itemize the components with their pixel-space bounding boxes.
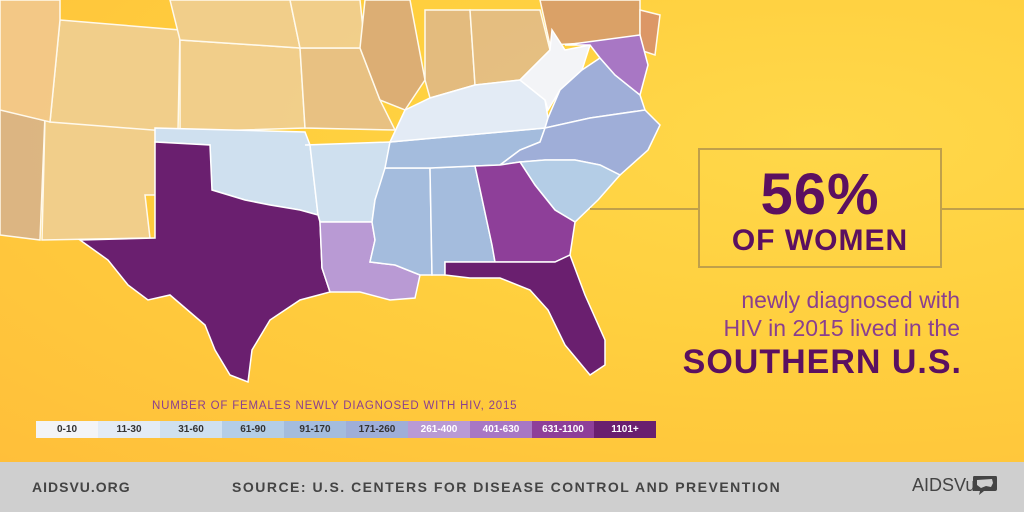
- state-maryland: [564, 34, 649, 97]
- legend-swatch: 31-60: [160, 421, 222, 438]
- state-kansas: [179, 39, 306, 133]
- state-west-virginia: [518, 27, 592, 112]
- description-text: newly diagnosed with HIV in 2015 lived i…: [660, 286, 960, 342]
- state-far-west: [0, 0, 61, 123]
- state-kentucky: [388, 79, 549, 143]
- stat-box: 56% OF WOMEN: [698, 148, 942, 268]
- state-arizona: [0, 109, 46, 241]
- legend-swatch: 1101+: [594, 421, 656, 438]
- state-indiana: [424, 9, 476, 99]
- legend-swatch: 631-1100: [532, 421, 594, 438]
- legend-swatch: 11-30: [98, 421, 160, 438]
- state-texas: [77, 141, 331, 384]
- context-states: [0, 0, 661, 241]
- footer-site-link[interactable]: AIDSVU.ORG: [32, 479, 131, 495]
- southern-states: [77, 27, 661, 384]
- description-line-1: newly diagnosed with: [741, 287, 960, 313]
- usa-chat-bubble-icon: [973, 476, 997, 495]
- legend-swatch: 61-90: [222, 421, 284, 438]
- description-line-2: HIV in 2015 lived in the: [723, 315, 960, 341]
- state-iowa: [289, 0, 366, 49]
- state-colorado: [49, 19, 181, 133]
- footer-source: SOURCE: U.S. CENTERS FOR DISEASE CONTROL…: [232, 479, 782, 495]
- legend-swatch: 171-260: [346, 421, 408, 438]
- state-new-mexico: [41, 117, 158, 241]
- divider-line-right: [942, 208, 1024, 210]
- stat-label: OF WOMEN: [731, 224, 909, 257]
- state-florida: [444, 253, 606, 376]
- state-nebraska: [169, 0, 301, 49]
- southern-us-map: [0, 0, 661, 384]
- legend: 0-10 11-30 31-60 61-90 91-170 171-260 261-400 4…: [36, 421, 656, 438]
- divider-line-left: [590, 208, 698, 210]
- footer-logo-text: AIDSVu: [912, 475, 976, 495]
- legend-swatch: 261-400: [408, 421, 470, 438]
- stat-percent: 56%: [760, 162, 880, 227]
- legend-swatch: 0-10: [36, 421, 98, 438]
- region-heading: SOUTHERN U.S.: [682, 343, 962, 381]
- state-mississippi: [369, 167, 433, 276]
- footer: AIDSVU.ORG SOURCE: U.S. CENTERS FOR DISE…: [0, 462, 1024, 512]
- legend-swatch: 91-170: [284, 421, 346, 438]
- state-georgia: [474, 161, 576, 263]
- legend-title: NUMBER OF FEMALES NEWLY DIAGNOSED WITH H…: [152, 400, 518, 412]
- background: 56% OF WOMEN newly diagnosed with HIV in…: [0, 0, 1024, 462]
- legend-swatch: 401-630: [470, 421, 532, 438]
